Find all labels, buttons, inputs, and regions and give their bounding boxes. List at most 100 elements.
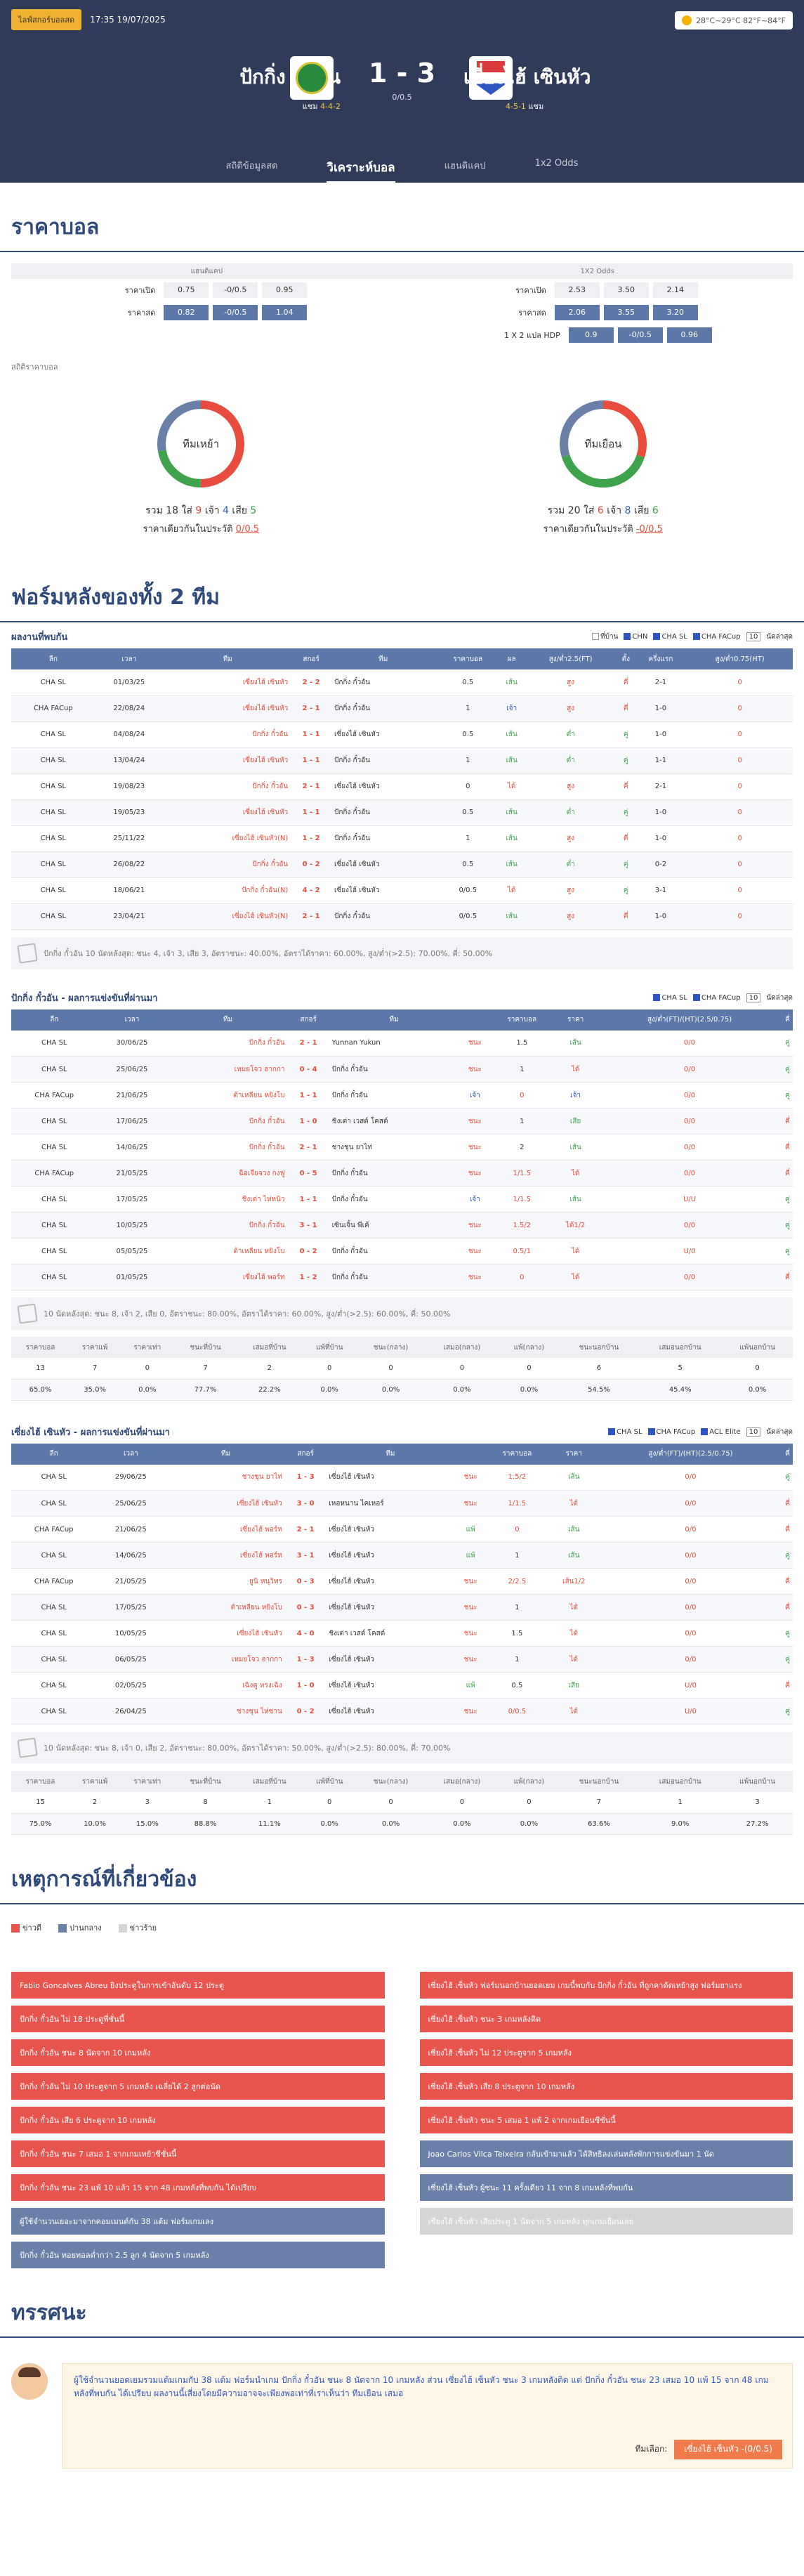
- handicap-odd[interactable]: 0.95: [262, 282, 308, 298]
- table-cell[interactable]: เซี่ยงไฮ้ เซินหัว: [330, 721, 437, 748]
- table-cell[interactable]: เซี่ยงไฮ้ เซินหัว: [324, 1464, 456, 1491]
- table-cell[interactable]: เซี่ยงไฮ้ เซินหัว: [324, 1672, 456, 1699]
- table-cell[interactable]: เซี่ยงไฮ้ พอร์ท: [165, 1542, 286, 1569]
- away-team-name[interactable]: เซี่ยงไฮ้ เซินหัว: [463, 65, 591, 89]
- table-cell[interactable]: ปักกิ่ง กั๋วอัน: [163, 851, 293, 878]
- table-cell[interactable]: ยูนิ หนุวิทร: [165, 1568, 286, 1595]
- checkbox-icon[interactable]: [647, 1427, 655, 1435]
- table-cell[interactable]: เซี่ยงไฮ้ พอร์ท: [165, 1516, 286, 1543]
- table-cell[interactable]: เซี่ยงไฮ้ เซินหัว: [324, 1542, 456, 1569]
- tab-3[interactable]: 1x2 Odds: [534, 158, 579, 169]
- table-cell[interactable]: เซี่ยงไฮ้ เซินหัว: [324, 1646, 456, 1673]
- table-cell[interactable]: ต้าเหลียน หยิงโบ: [166, 1238, 289, 1264]
- table-cell[interactable]: เซี่ยงไฮ้ เซินหัว(N): [163, 903, 293, 930]
- table-cell[interactable]: ปักกิ่ง กั๋วอัน: [166, 1030, 289, 1057]
- table-cell[interactable]: เหมยโจว ฮากกา: [165, 1646, 286, 1673]
- filter-option[interactable]: ที่บ้าน: [592, 632, 618, 642]
- table-cell[interactable]: ปักกิ่ง กั๋วอัน: [327, 1160, 461, 1186]
- table-cell[interactable]: เซี่ยงไฮ้ เซินหัว: [324, 1516, 456, 1543]
- table-cell[interactable]: ชางชุน ยาไท่: [327, 1134, 461, 1160]
- filter-option[interactable]: CHA FACup: [647, 1427, 695, 1436]
- checkbox-icon[interactable]: [692, 633, 700, 640]
- table-cell[interactable]: เซี่ยงไฮ้ เซินหัว: [330, 877, 437, 904]
- handicap-odd[interactable]: 0.82: [164, 305, 209, 320]
- table-cell[interactable]: ปักกิ่ง กั๋วอัน: [327, 1186, 461, 1212]
- 1x2-odd[interactable]: 3.55: [603, 305, 649, 320]
- table-cell[interactable]: เซี่ยงไฮ้ เซินหัว: [330, 851, 437, 878]
- table-cell[interactable]: ปักกิ่ง กั๋วอัน: [163, 721, 293, 748]
- filter-option[interactable]: CHA FACup: [692, 993, 741, 1002]
- checkbox-icon[interactable]: [592, 633, 600, 640]
- table-cell[interactable]: เซี่ยงไฮ้ เซินหัว: [165, 1620, 286, 1647]
- checkbox-icon[interactable]: [653, 993, 661, 1001]
- table-cell[interactable]: ปักกิ่ง กั๋วอัน: [166, 1108, 289, 1135]
- match-count-select[interactable]: 10: [746, 1427, 761, 1437]
- table-cell[interactable]: เซี่ยงไฮ้ เซินหัว: [163, 747, 293, 774]
- match-count-select[interactable]: 10: [746, 632, 761, 641]
- table-cell[interactable]: ปักกิ่ง กั๋วอัน: [330, 799, 437, 826]
- tab-0[interactable]: สถิติข้อมูลสด: [225, 161, 278, 171]
- filter-option[interactable]: CHN: [624, 633, 647, 641]
- table-cell[interactable]: ปักกิ่ง กั๋วอัน: [166, 1212, 289, 1238]
- table-cell[interactable]: ปักกิ่ง กั๋วอัน: [166, 1134, 289, 1160]
- checkbox-icon[interactable]: [624, 633, 631, 640]
- history-value[interactable]: -0/0.5: [635, 523, 663, 535]
- table-cell[interactable]: ปักกิ่ง กั๋วอัน: [330, 669, 437, 696]
- history-value[interactable]: 0/0.5: [235, 523, 259, 535]
- table-cell[interactable]: เหมยโจว ฮากกา: [166, 1056, 289, 1083]
- filter-option[interactable]: CHA SL: [653, 633, 687, 641]
- table-cell[interactable]: ปักกิ่ง กั๋วอัน: [327, 1056, 461, 1083]
- table-cell[interactable]: เซี่ยงไฮ้ เซินหัว: [324, 1594, 456, 1621]
- table-cell[interactable]: ปักกิ่ง กั๋วอัน: [327, 1264, 461, 1290]
- 1x2-odd[interactable]: 2.14: [652, 282, 698, 298]
- table-cell[interactable]: ปักกิ่ง กั๋วอัน: [330, 695, 437, 722]
- home-team-logo[interactable]: [290, 56, 334, 100]
- match-count-select[interactable]: 10: [746, 993, 761, 1002]
- table-cell[interactable]: ต้าเหลียน หยิงโบ: [165, 1594, 286, 1621]
- table-cell[interactable]: เซี่ยงไฮ้ เซินหัว: [163, 669, 293, 696]
- pick-badge[interactable]: เซี่ยงไฮ้ เซ็นหัว -(0/0.5): [674, 2440, 782, 2459]
- filter-option[interactable]: CHA SL: [653, 993, 687, 1002]
- table-cell[interactable]: เซี่ยงไฮ้ พอร์ท: [166, 1264, 289, 1290]
- table-cell[interactable]: ฉือเจียจวง กงฟู: [166, 1160, 289, 1186]
- table-cell[interactable]: ชิงเต่า เวสต์ โคสต์: [327, 1108, 461, 1135]
- checkbox-icon[interactable]: [653, 633, 661, 640]
- table-cell[interactable]: เซี่ยงไฮ้ เซินหัว: [330, 773, 437, 800]
- filter-option[interactable]: CHA FACup: [692, 633, 741, 641]
- handicap-odd[interactable]: 1.04: [262, 305, 308, 320]
- table-cell[interactable]: ชางชุน ยาไท่: [165, 1464, 286, 1491]
- table-cell[interactable]: เฉิงตู หรงเฉิง: [165, 1672, 286, 1699]
- table-cell[interactable]: ปักกิ่ง กั๋วอัน: [330, 747, 437, 774]
- filter-option[interactable]: ACL Elite: [701, 1427, 741, 1436]
- tab-2[interactable]: แฮนดิแคป: [444, 161, 486, 171]
- 1x2-odd[interactable]: 2.53: [554, 282, 600, 298]
- 1x2-odd[interactable]: 2.06: [554, 305, 600, 320]
- filter-option[interactable]: CHA SL: [608, 1427, 642, 1436]
- 1x2-odd[interactable]: 3.50: [603, 282, 649, 298]
- subscribe-button[interactable]: ไลฟ์สกอร์บอลสด: [11, 8, 82, 30]
- table-cell[interactable]: ปักกิ่ง กั๋วอัน: [327, 1238, 461, 1264]
- handicap-odd[interactable]: 0.75: [164, 282, 209, 298]
- table-cell[interactable]: เซี่ยงไฮ้ เซินหัว: [324, 1698, 456, 1725]
- table-cell[interactable]: ชางชุน ไห่ซาน: [165, 1698, 286, 1725]
- away-team-logo[interactable]: [469, 56, 513, 100]
- table-cell[interactable]: เซี่ยงไฮ้ เซินหัว: [324, 1568, 456, 1595]
- handicap-odd[interactable]: -0/0.5: [213, 305, 258, 320]
- table-cell[interactable]: ปักกิ่ง กั๋วอัน: [330, 903, 437, 930]
- checkbox-icon[interactable]: [701, 1427, 709, 1435]
- table-cell[interactable]: เซี่ยงไฮ้ เซินหัว: [163, 799, 293, 826]
- table-cell[interactable]: เซินเจิ้น พีเค้: [327, 1212, 461, 1238]
- table-cell[interactable]: เซี่ยงไฮ้ เซินหัว: [165, 1490, 286, 1517]
- table-cell[interactable]: ต้าเหลียน หยิงโบ: [166, 1082, 289, 1109]
- table-cell[interactable]: ชิงเต่า ไห่หนิว: [166, 1186, 289, 1212]
- table-cell[interactable]: เซี่ยงไฮ้ เซินหัว: [163, 695, 293, 722]
- table-cell[interactable]: Yunnan Yukun: [327, 1030, 461, 1057]
- handicap-odd[interactable]: -0/0.5: [213, 282, 258, 298]
- checkbox-icon[interactable]: [692, 993, 700, 1001]
- table-cell[interactable]: ปักกิ่ง กั๋วอัน: [163, 773, 293, 800]
- tab-1[interactable]: วิเคราะห์บอล: [327, 158, 395, 183]
- table-cell[interactable]: ปักกิ่ง กั๋วอัน(N): [163, 877, 293, 904]
- table-cell[interactable]: ปักกิ่ง กั๋วอัน: [327, 1082, 461, 1109]
- table-cell[interactable]: เหอหนาน ไคเหอร์: [324, 1490, 456, 1517]
- 1x2-odd[interactable]: 3.20: [652, 305, 698, 320]
